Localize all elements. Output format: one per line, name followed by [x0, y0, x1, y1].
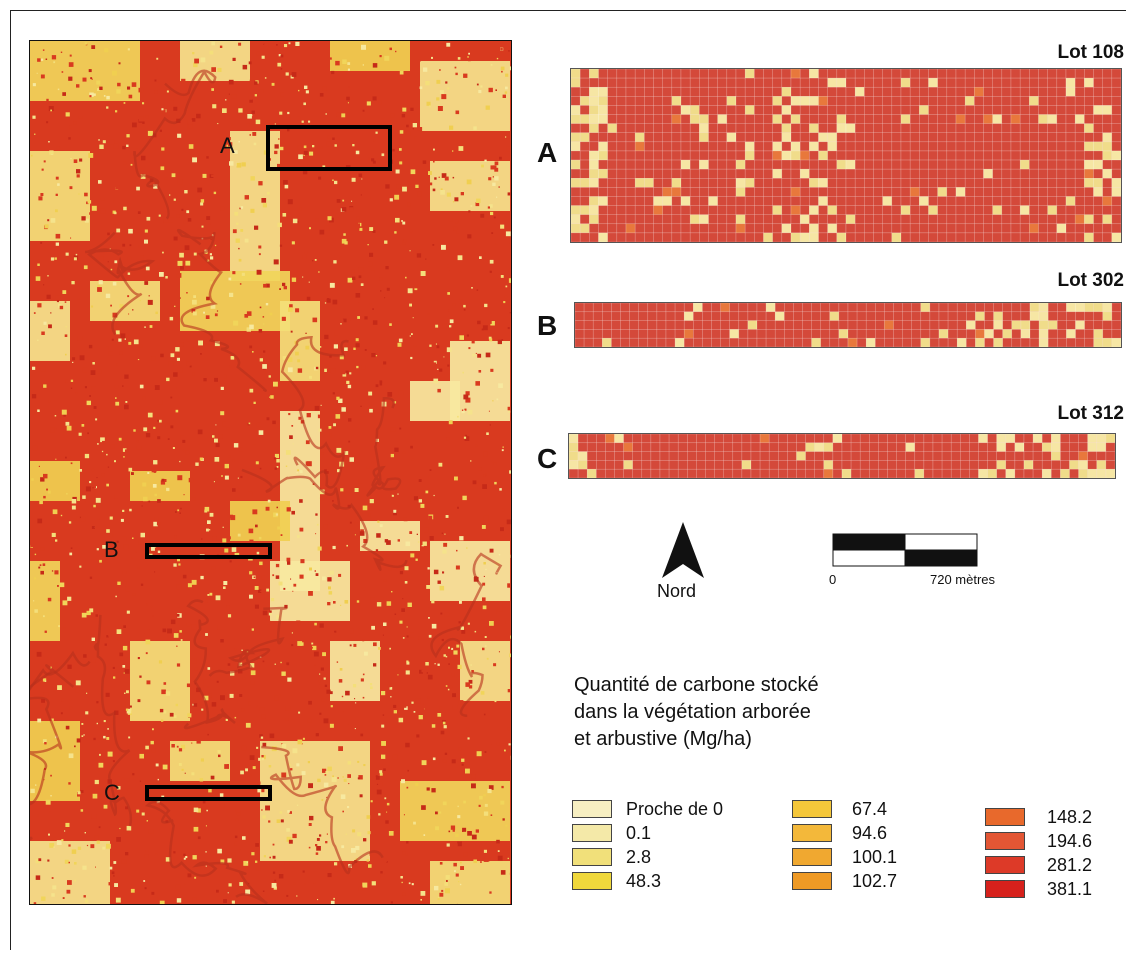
legend-swatch	[792, 800, 832, 818]
legend-title: Quantité de carbone stocké dans la végét…	[574, 672, 914, 753]
north-arrow-icon	[662, 522, 704, 578]
legend-label: 148.2	[1047, 806, 1093, 827]
legend-label: 194.6	[1047, 830, 1093, 851]
legend-swatch	[792, 824, 832, 842]
legend-title-line: dans la végétation arborée	[574, 701, 811, 723]
inset-a-lot-title: Lot 108	[1057, 42, 1124, 63]
inset-grid-cells	[571, 69, 1121, 242]
legend-label: 48.3	[626, 870, 662, 891]
legend-title-line: et arbustive (Mg/ha)	[574, 728, 752, 750]
inset-c-letter: C	[537, 443, 558, 474]
map-marker-label-a: A	[220, 133, 235, 158]
legend-label: 2.8	[626, 846, 652, 867]
legend-item: 381.1	[985, 878, 1092, 900]
legend-item: 2.8	[572, 846, 651, 868]
north-label: Nord	[657, 581, 697, 601]
scale-bar	[832, 533, 978, 567]
legend-swatch	[985, 856, 1025, 874]
legend-swatch	[572, 872, 612, 890]
inset-a-lot-108-grid	[570, 68, 1122, 243]
legend-label: 102.7	[852, 870, 898, 891]
legend-label: 381.1	[1047, 878, 1093, 899]
legend-label: 0.1	[626, 822, 652, 843]
legend-item: 100.1	[792, 846, 897, 868]
scale-end-label: 720 mètres	[930, 572, 996, 587]
legend-swatch	[572, 800, 612, 818]
scale-start-label: 0	[829, 572, 837, 587]
legend-label: 94.6	[852, 822, 888, 843]
inset-b-letter: B	[537, 310, 558, 341]
legend-item: 281.2	[985, 854, 1092, 876]
legend-item: 148.2	[985, 806, 1092, 828]
inset-c-lot-title: Lot 312	[1057, 403, 1124, 424]
legend-item: Proche de 0	[572, 798, 723, 820]
inset-grid-cells	[575, 303, 1121, 347]
inset-b-lot-302-grid	[574, 302, 1122, 348]
inset-a-letter: A	[537, 137, 558, 168]
legend-item: 0.1	[572, 822, 651, 844]
inset-b-lot-title: Lot 302	[1057, 270, 1124, 291]
legend-swatch	[985, 808, 1025, 826]
legend-swatch	[985, 880, 1025, 898]
legend-swatch	[792, 872, 832, 890]
legend-label: Proche de 0	[626, 798, 724, 819]
legend-title-line: Quantité de carbone stocké	[574, 674, 819, 696]
legend-label: 281.2	[1047, 854, 1093, 875]
legend-label: 67.4	[852, 798, 888, 819]
main-carbon-map	[29, 40, 512, 905]
legend-item: 94.6	[792, 822, 887, 844]
inset-c-lot-312-grid	[568, 433, 1116, 479]
legend-swatch	[985, 832, 1025, 850]
legend-item: 48.3	[572, 870, 661, 892]
main-map-raster	[30, 41, 511, 904]
legend-swatch	[572, 848, 612, 866]
inset-grid-cells	[569, 434, 1115, 478]
legend-item: 102.7	[792, 870, 897, 892]
figure-frame	[10, 10, 1126, 950]
legend-label: 100.1	[852, 846, 898, 867]
legend-item: 67.4	[792, 798, 887, 820]
map-marker-label-c: C	[104, 780, 120, 805]
legend-swatch	[572, 824, 612, 842]
legend-swatch	[792, 848, 832, 866]
legend-item: 194.6	[985, 830, 1092, 852]
map-marker-label-b: B	[104, 537, 119, 562]
